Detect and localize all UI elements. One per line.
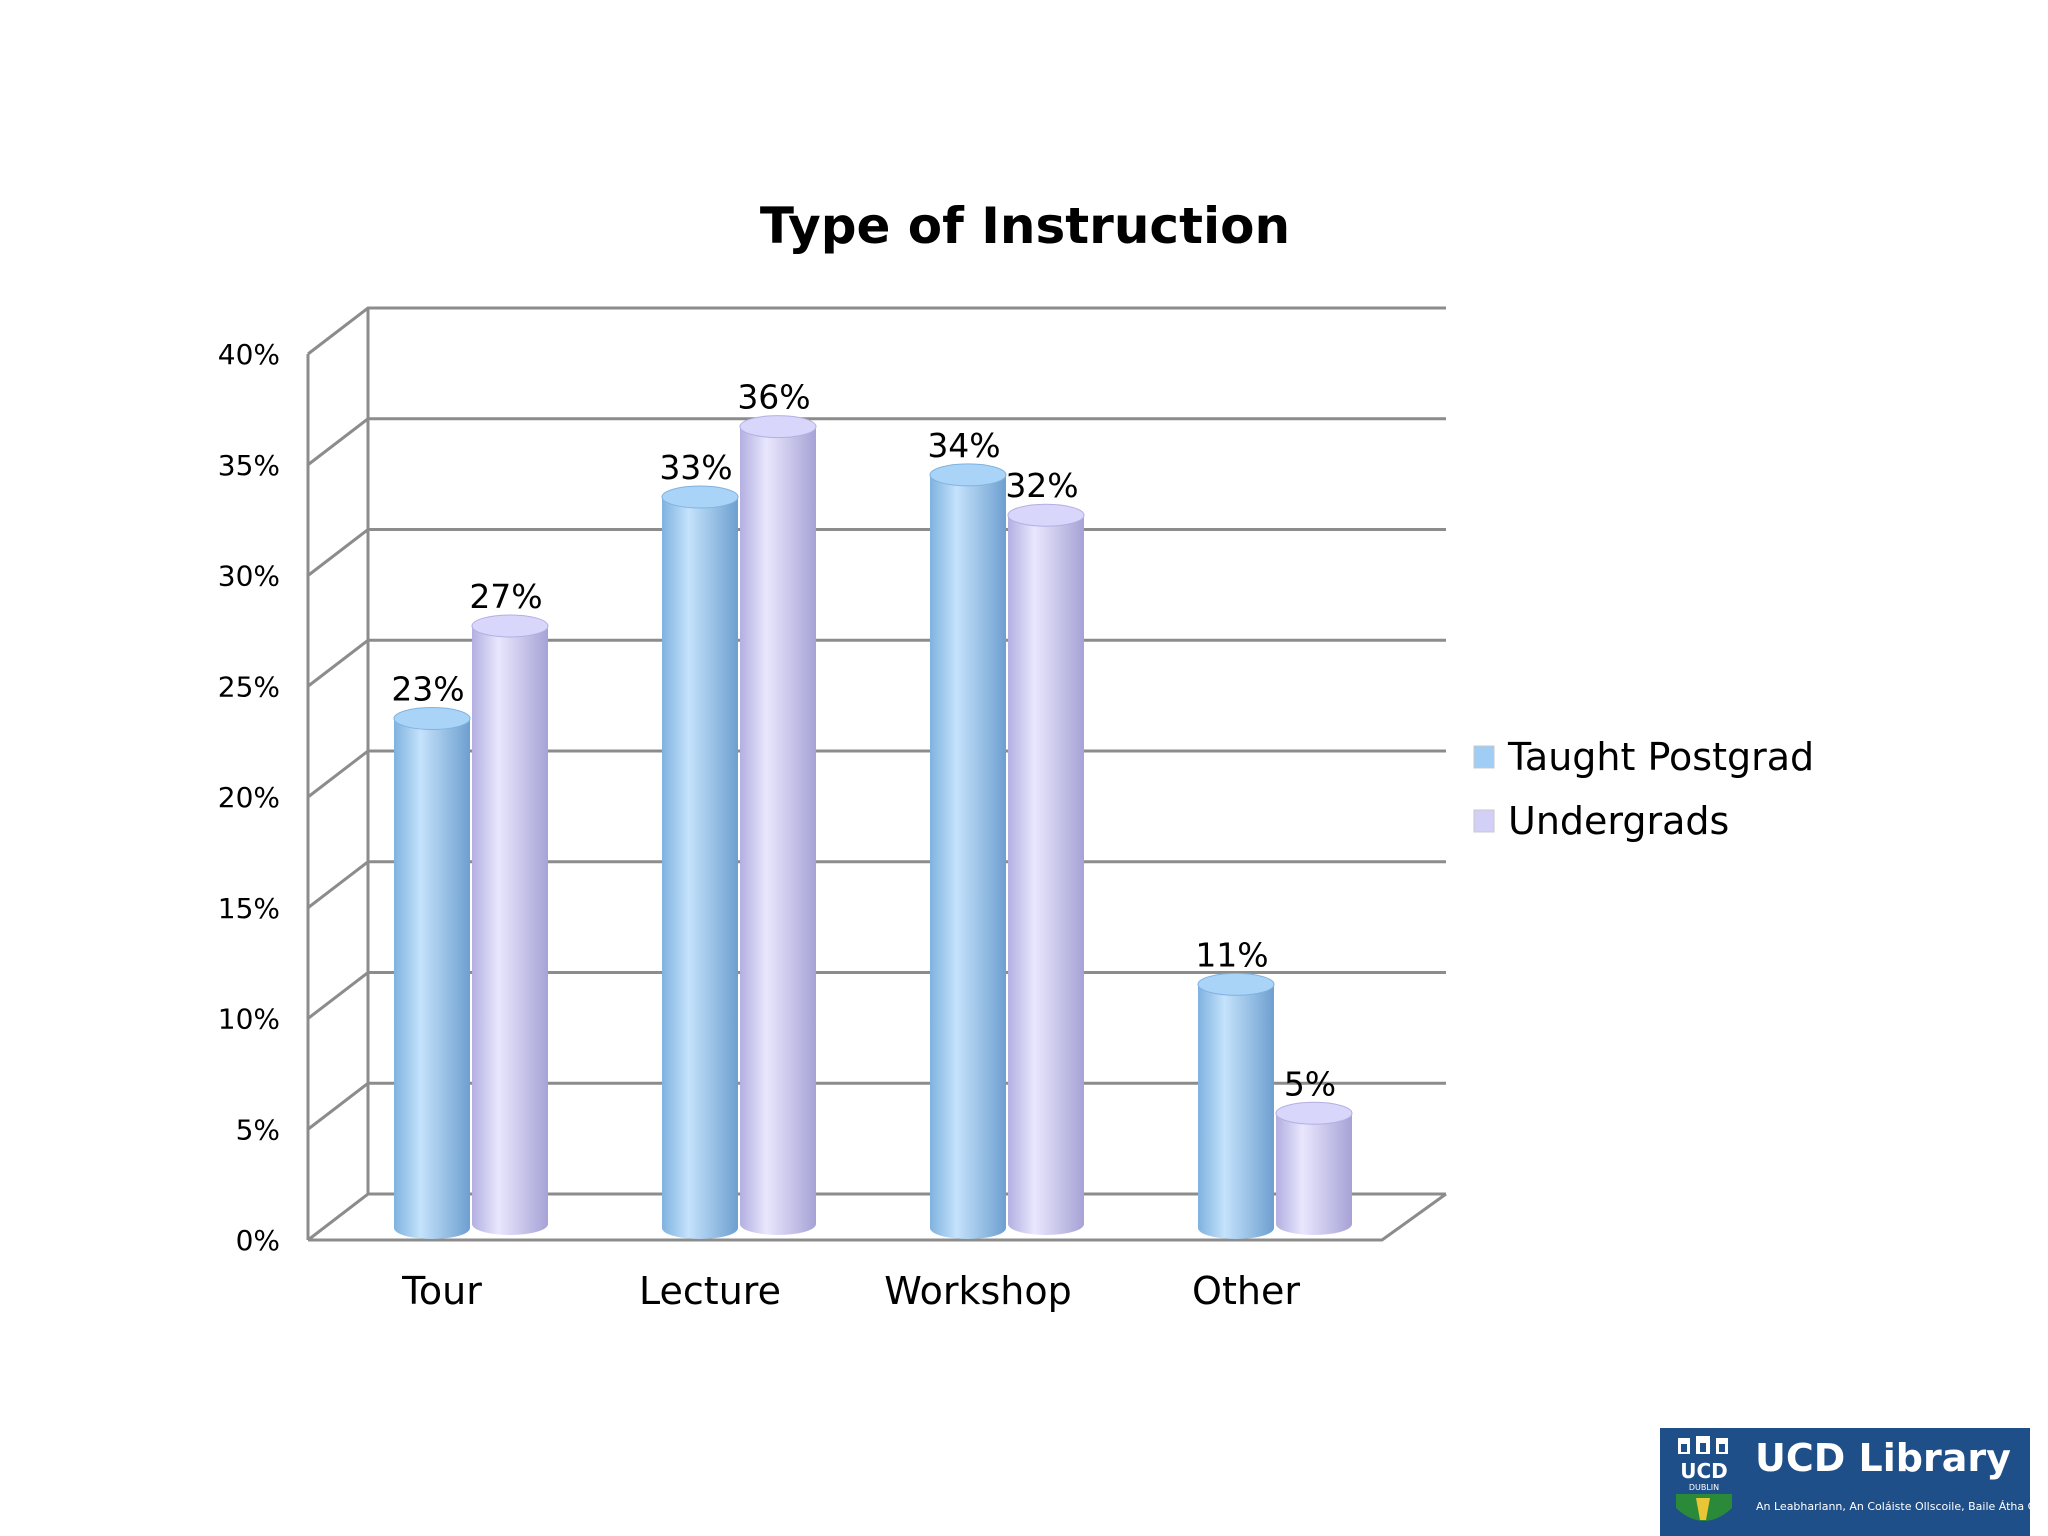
y-tick-label: 0% bbox=[236, 1224, 280, 1257]
bar-cap bbox=[739, 415, 817, 439]
bar-body bbox=[1008, 515, 1084, 1235]
gridlines bbox=[306, 306, 1447, 1242]
bar-lecture-taught-postgrad bbox=[661, 485, 739, 1239]
data-label: 34% bbox=[927, 426, 1000, 465]
legend-swatch bbox=[1473, 745, 1495, 769]
data-label: 33% bbox=[659, 448, 732, 487]
y-tick-label: 25% bbox=[218, 670, 280, 703]
legend-label: Undergrads bbox=[1508, 799, 1729, 843]
data-label: 32% bbox=[1005, 466, 1078, 505]
bar-cap bbox=[393, 707, 471, 731]
bar-cap bbox=[661, 485, 739, 509]
gridline bbox=[307, 417, 1446, 466]
data-label: 11% bbox=[1195, 935, 1268, 974]
bar-workshop-undergrads bbox=[1007, 503, 1085, 1235]
data-label: 27% bbox=[469, 577, 542, 616]
category-label: Workshop bbox=[884, 1269, 1071, 1313]
data-label: 36% bbox=[737, 378, 810, 417]
category-label: Lecture bbox=[639, 1269, 781, 1313]
y-tick-label: 5% bbox=[236, 1113, 280, 1146]
bar-cap bbox=[1197, 972, 1275, 996]
bar-other-undergrads bbox=[1275, 1101, 1353, 1235]
legend: Taught Postgrad Undergrads bbox=[1473, 735, 1814, 843]
y-tick-label: 20% bbox=[218, 781, 280, 814]
y-tick-label: 15% bbox=[218, 892, 280, 925]
bar-body bbox=[740, 426, 816, 1236]
y-tick-label: 10% bbox=[218, 1003, 280, 1036]
legend-label: Taught Postgrad bbox=[1507, 735, 1814, 779]
bar-body bbox=[1276, 1113, 1352, 1235]
logo-subtitle: An Leabharlann, An Coláiste Ollscoile, B… bbox=[1756, 1500, 2048, 1513]
bar-body bbox=[394, 718, 470, 1239]
y-tick-label: 30% bbox=[218, 560, 280, 593]
y-tick-label: 40% bbox=[218, 338, 280, 371]
bar-lecture-undergrads bbox=[739, 415, 817, 1236]
data-label: 23% bbox=[391, 670, 464, 709]
floor-edge bbox=[308, 1192, 1447, 1242]
bar-body bbox=[1198, 984, 1274, 1239]
data-label: 5% bbox=[1284, 1064, 1336, 1103]
ucd-crest-icon: UCD DUBLIN bbox=[1676, 1436, 1732, 1521]
chart-title: Type of Instruction bbox=[760, 197, 1290, 255]
y-axis-ticks: 0% 5% 10% 15% 20% 25% 30% 35% 40% bbox=[218, 338, 280, 1257]
x-axis-categories: Tour Lecture Workshop Other bbox=[401, 1269, 1300, 1313]
bar-tour-undergrads bbox=[471, 614, 549, 1235]
logo-title: UCD Library bbox=[1755, 1436, 2011, 1480]
svg-text:DUBLIN: DUBLIN bbox=[1689, 1483, 1719, 1492]
gridline bbox=[307, 528, 1446, 577]
category-label: Other bbox=[1192, 1269, 1300, 1313]
data-labels: 23% 27% 33%36% 34%32% 11% 5% bbox=[391, 378, 1336, 1104]
legend-swatch bbox=[1473, 809, 1495, 833]
bar-body bbox=[662, 497, 738, 1239]
bar-cap bbox=[1275, 1101, 1353, 1125]
bar-cap bbox=[1007, 503, 1085, 527]
bar-body bbox=[472, 625, 548, 1235]
bar-other-taught-postgrad bbox=[1197, 972, 1275, 1239]
category-label: Tour bbox=[401, 1269, 482, 1313]
gridline bbox=[307, 306, 1446, 356]
y-tick-label: 35% bbox=[218, 449, 280, 482]
bar-tour-taught-postgrad bbox=[393, 707, 471, 1239]
svg-text:UCD: UCD bbox=[1680, 1459, 1728, 1483]
bars bbox=[393, 415, 1353, 1239]
ucd-library-logo: UCD DUBLIN UCD Library An Leabharlann, A… bbox=[1660, 1428, 2048, 1536]
bar-body bbox=[930, 474, 1006, 1239]
bar-cap bbox=[471, 614, 549, 638]
bar-cap bbox=[929, 463, 1007, 487]
bar-workshop-taught-postgrad bbox=[929, 463, 1007, 1239]
